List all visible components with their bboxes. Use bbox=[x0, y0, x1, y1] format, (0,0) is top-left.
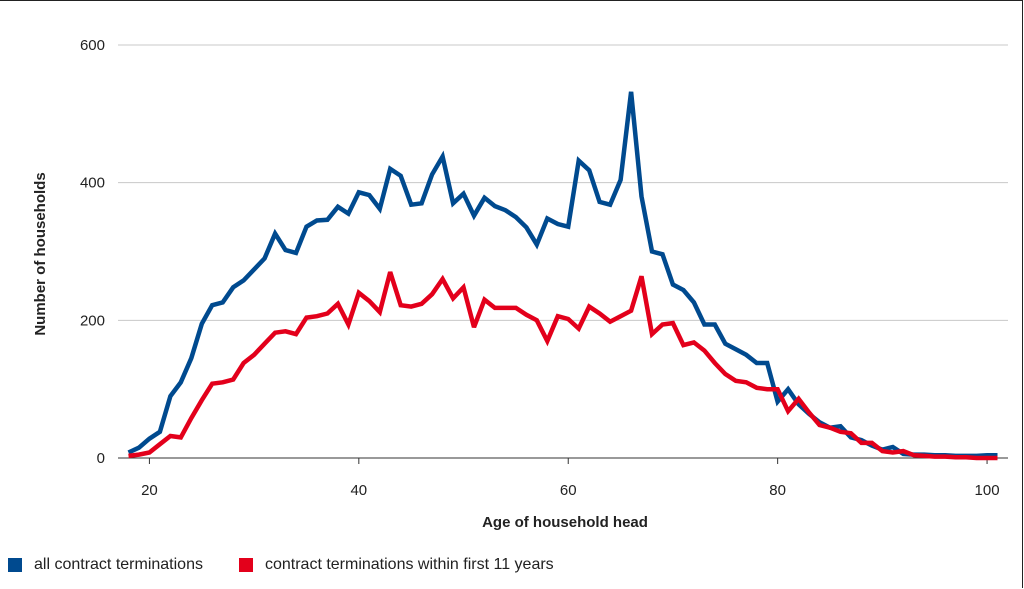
gridlines bbox=[118, 44, 1008, 459]
legend-label-first-11-years: contract terminations within first 11 ye… bbox=[264, 556, 554, 573]
x-tick-label: 20 bbox=[141, 482, 158, 499]
legend-item-all: all contract terminations bbox=[8, 556, 203, 574]
series-lines bbox=[127, 91, 998, 461]
x-tick-labels: 20 40 60 80 100 bbox=[141, 458, 1000, 499]
y-tick-label: 200 bbox=[80, 312, 105, 329]
x-tick-label: 60 bbox=[560, 482, 577, 499]
series-line-first-11-years bbox=[128, 271, 998, 461]
legend-item-first-11-years: contract terminations within first 11 ye… bbox=[238, 556, 554, 574]
x-tick-label: 40 bbox=[350, 482, 367, 499]
series-line-all bbox=[127, 91, 998, 459]
legend-swatch-first-11-years bbox=[238, 558, 253, 572]
legend-swatch-all bbox=[8, 558, 22, 572]
y-axis-title: Number of households bbox=[32, 172, 49, 335]
y-tick-labels: 0 200 400 600 bbox=[80, 37, 105, 467]
y-tick-label: 400 bbox=[80, 175, 105, 192]
x-tick-label: 100 bbox=[975, 482, 1000, 499]
y-tick-label: 0 bbox=[97, 450, 105, 467]
x-tick-label: 80 bbox=[769, 482, 786, 499]
legend-label-all: all contract terminations bbox=[34, 556, 203, 573]
y-tick-label: 600 bbox=[80, 37, 105, 54]
legend: all contract terminations contract termi… bbox=[8, 556, 590, 574]
x-axis-title: Age of household head bbox=[482, 514, 648, 531]
